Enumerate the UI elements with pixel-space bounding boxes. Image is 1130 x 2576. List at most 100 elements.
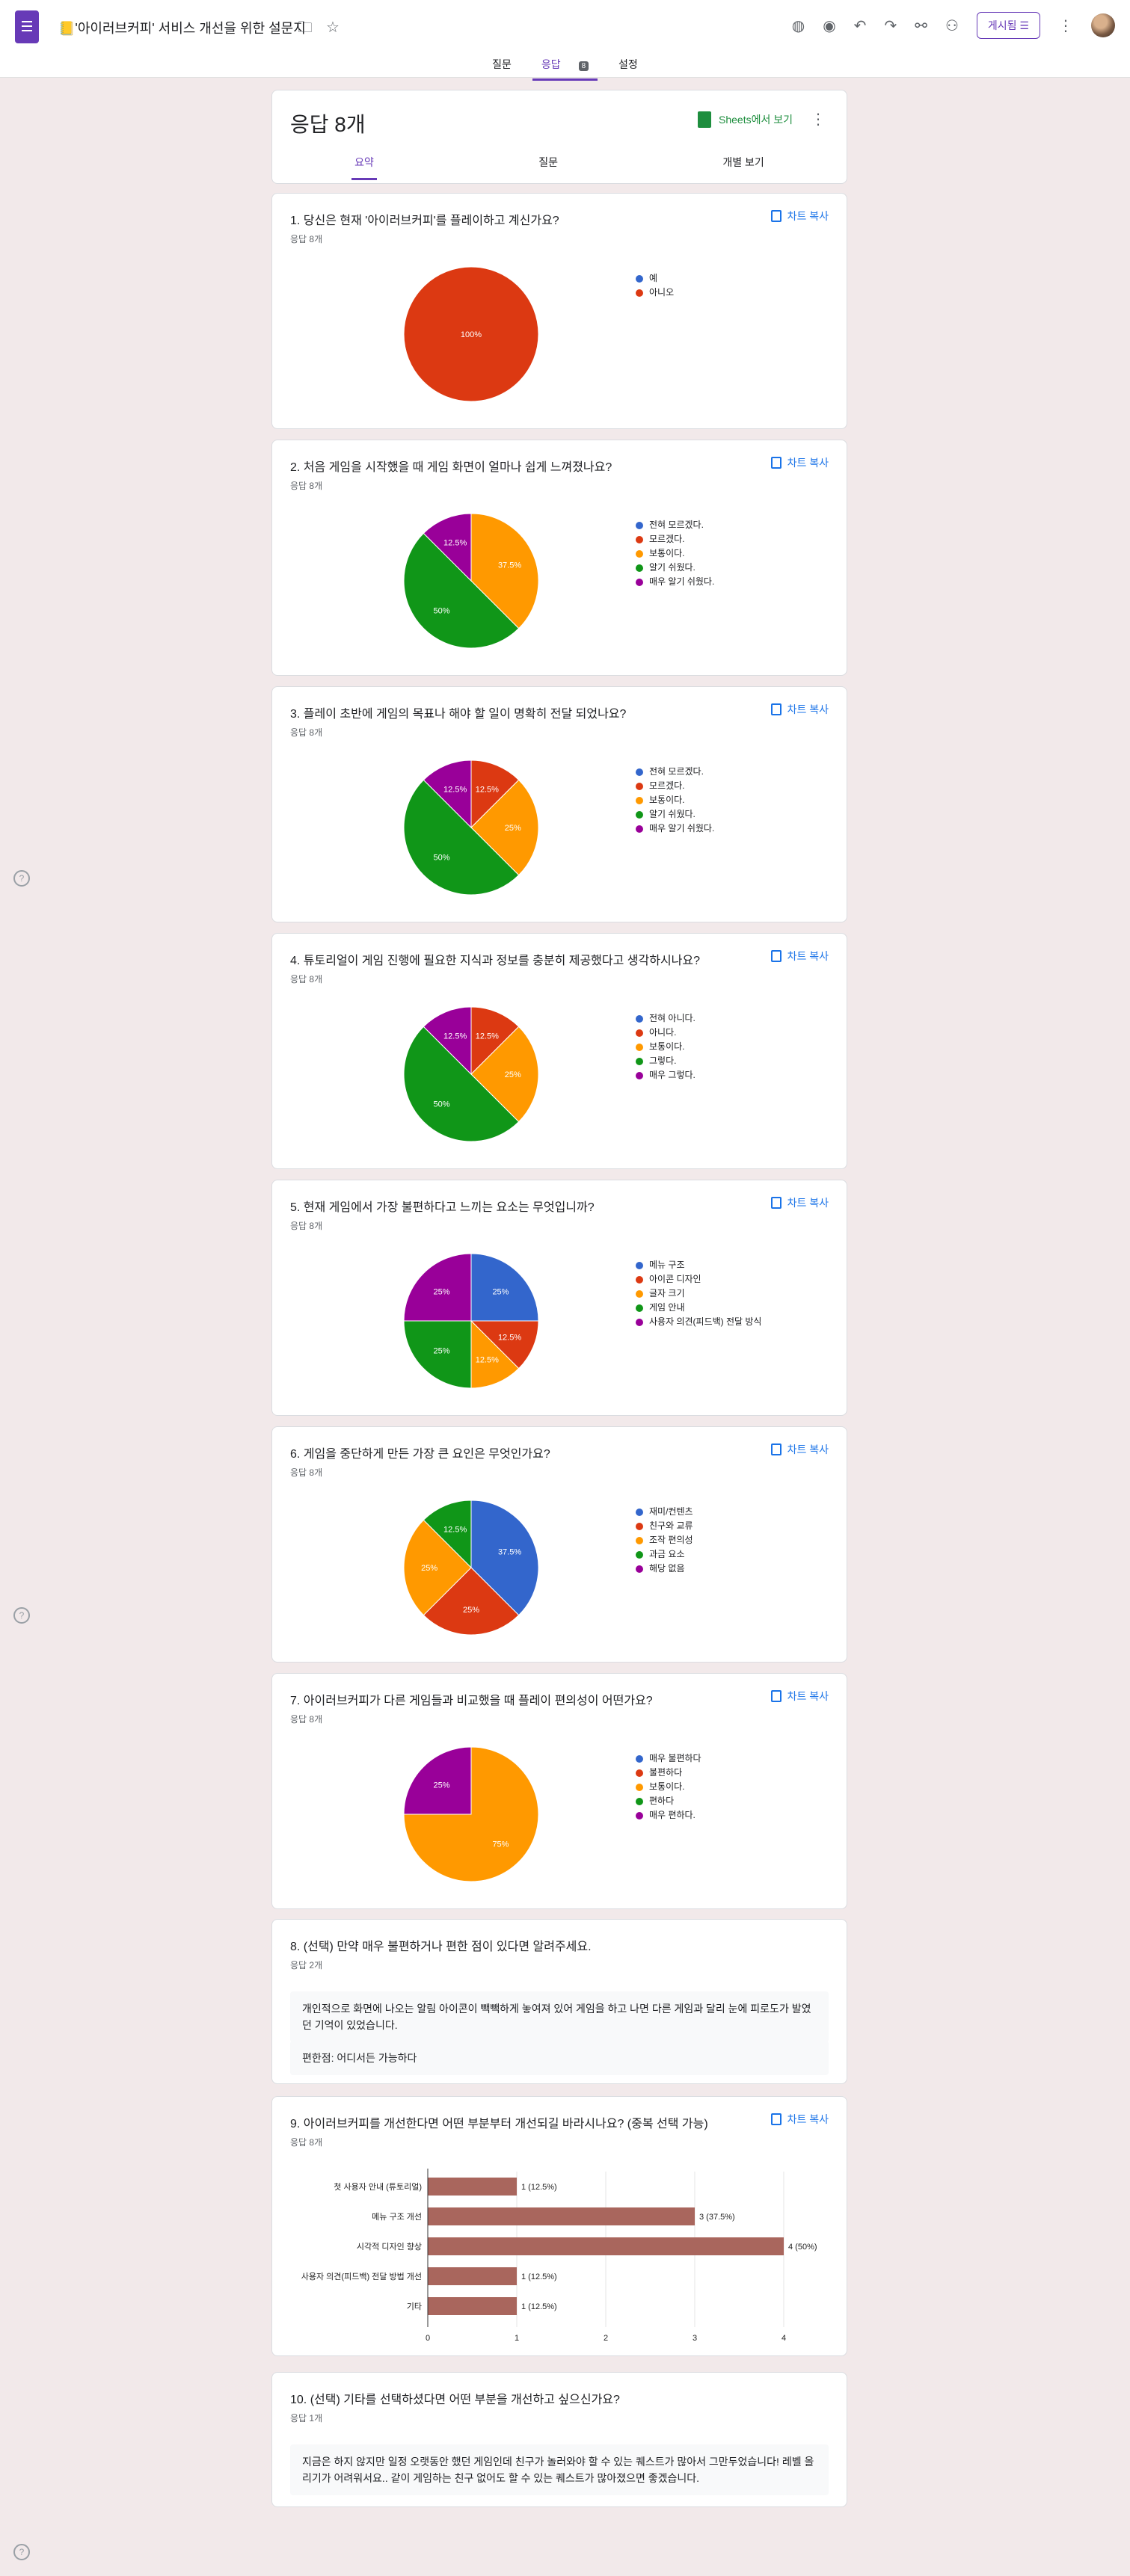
tab-individual[interactable]: 개별 보기 bbox=[722, 156, 764, 168]
copy-chart-label: 차트 복사 bbox=[787, 1690, 829, 1702]
legend-dot-icon bbox=[636, 1014, 643, 1023]
star-icon[interactable]: ☆ bbox=[326, 19, 340, 36]
bar-data-label: 1 (12.5%) bbox=[521, 2273, 557, 2281]
pie-slice[interactable] bbox=[423, 1006, 472, 1076]
legend-label: 과금 요소 bbox=[649, 1549, 685, 1559]
pie-slice[interactable] bbox=[403, 1519, 472, 1616]
view-in-sheets-link[interactable]: Sheets에서 보기 bbox=[698, 111, 793, 128]
publish-button[interactable]: 게시됨 ☰ bbox=[976, 12, 1040, 39]
copy-chart-button[interactable]: 차트 복사 bbox=[770, 949, 829, 964]
copy-chart-label: 차트 복사 bbox=[787, 1443, 829, 1455]
pie-slice[interactable] bbox=[470, 759, 520, 829]
pie-slice[interactable] bbox=[470, 1026, 539, 1123]
tab-summary[interactable]: 요약 bbox=[351, 156, 377, 180]
pie-slice[interactable] bbox=[423, 513, 472, 582]
bar[interactable] bbox=[428, 2237, 784, 2255]
pie-slice[interactable] bbox=[470, 1500, 539, 1616]
response-count: 응답 1개 bbox=[290, 2413, 323, 2424]
chart-legend: 예 아니오 bbox=[636, 271, 674, 300]
pie-slice[interactable] bbox=[403, 1253, 472, 1322]
bar[interactable] bbox=[428, 2297, 517, 2315]
more-options-icon[interactable]: ⋮ bbox=[811, 111, 826, 128]
pie-slice[interactable] bbox=[403, 1320, 472, 1389]
legend-dot-icon bbox=[636, 549, 643, 558]
document-title[interactable]: 📒'아이러브커피' 서비스 개선을 위한 설문지 bbox=[58, 21, 306, 36]
tab-responses-label: 응답 bbox=[541, 58, 561, 70]
legend-item: 친구와 교류 bbox=[636, 1519, 693, 1533]
pie-slice[interactable] bbox=[470, 1253, 539, 1322]
avatar[interactable] bbox=[1091, 13, 1115, 37]
bar[interactable] bbox=[428, 2178, 517, 2196]
legend-item: 재미/컨텐츠 bbox=[636, 1505, 693, 1519]
question-title: 9. 아이러브커피를 개선한다면 어떤 부분부터 개선되길 바라시나요? (중복… bbox=[290, 2118, 708, 2130]
question-title: 3. 플레이 초반에 게임의 목표나 해야 할 일이 명확히 전달 되었나요? bbox=[290, 708, 627, 721]
y-category-label: 기타 bbox=[407, 2302, 422, 2311]
legend-dot-icon bbox=[636, 1289, 643, 1298]
responses-summary-card: 응답 8개 Sheets에서 보기 ⋮ 요약 질문 개별 보기 bbox=[271, 90, 847, 184]
pie-slice[interactable] bbox=[423, 1567, 520, 1636]
redo-icon[interactable]: ↷ bbox=[884, 17, 897, 34]
legend-label: 매우 알기 쉬웠다. bbox=[649, 576, 715, 587]
more-vert-icon[interactable]: ⋮ bbox=[1058, 17, 1073, 34]
pie-slice[interactable] bbox=[403, 266, 539, 402]
bar-data-label: 4 (50%) bbox=[788, 2243, 817, 2252]
legend-item: 매우 그렇다. bbox=[636, 1068, 695, 1082]
bar-chart: 0 1 2 3 4 첫 사용자 안내 (튜토리얼) 1 (12.5%) 메뉴 구조 개선 3 (… bbox=[301, 2169, 817, 2343]
pie-slice[interactable] bbox=[470, 1006, 520, 1076]
folder-icon[interactable]: 🗀 bbox=[298, 19, 313, 36]
tab-responses[interactable]: 응답 8 bbox=[532, 57, 598, 81]
pie-slice-label: 100% bbox=[461, 330, 482, 339]
legend-dot-icon bbox=[636, 1536, 643, 1544]
pie-slice-label: 37.5% bbox=[498, 561, 521, 570]
copy-chart-button[interactable]: 차트 복사 bbox=[770, 209, 829, 224]
legend-label: 친구와 교류 bbox=[649, 1520, 693, 1531]
copy-icon bbox=[770, 950, 782, 962]
link-icon[interactable]: ⚯ bbox=[915, 17, 927, 34]
text-answer: 편한점: 어디서든 가능하다 bbox=[290, 2041, 829, 2075]
help-icon[interactable]: ? bbox=[13, 870, 30, 887]
legend-label: 전혀 아니다. bbox=[649, 1013, 695, 1023]
legend-dot-icon bbox=[636, 564, 643, 572]
legend-dot-icon bbox=[636, 1057, 643, 1065]
copy-chart-button[interactable]: 차트 복사 bbox=[770, 2112, 829, 2127]
legend-label: 보통이다. bbox=[649, 548, 685, 558]
copy-chart-button[interactable]: 차트 복사 bbox=[770, 1195, 829, 1210]
pie-slice[interactable] bbox=[470, 1319, 520, 1389]
legend-label: 모르겠다. bbox=[649, 534, 685, 544]
tab-settings[interactable]: 설정 bbox=[618, 58, 638, 70]
pie-slice[interactable] bbox=[470, 779, 539, 876]
pie-chart: 100% bbox=[403, 266, 539, 402]
copy-chart-button[interactable]: 차트 복사 bbox=[770, 1442, 829, 1457]
copy-chart-button[interactable]: 차트 복사 bbox=[770, 702, 829, 717]
tab-questions[interactable]: 질문 bbox=[492, 58, 512, 70]
pie-slice[interactable] bbox=[423, 1500, 472, 1569]
copy-chart-button[interactable]: 차트 복사 bbox=[770, 1689, 829, 1704]
add-collaborator-icon[interactable]: ⚇ bbox=[945, 17, 959, 34]
legend-item: 모르겠다. bbox=[636, 779, 714, 793]
response-count: 응답 8개 bbox=[290, 1221, 323, 1231]
legend-dot-icon bbox=[636, 1304, 643, 1312]
pie-slice[interactable] bbox=[403, 1026, 520, 1142]
legend-item: 매우 편하다. bbox=[636, 1808, 701, 1822]
copy-chart-button[interactable]: 차트 복사 bbox=[770, 455, 829, 470]
pie-slice[interactable] bbox=[403, 1746, 472, 1815]
palette-icon[interactable]: ◍ bbox=[791, 17, 805, 34]
pie-slice-label: 50% bbox=[434, 606, 450, 615]
bar[interactable] bbox=[428, 2207, 695, 2225]
pie-slice[interactable] bbox=[423, 759, 472, 829]
undo-icon[interactable]: ↶ bbox=[853, 17, 867, 34]
pie-slice[interactable] bbox=[470, 513, 539, 629]
pie-slice[interactable] bbox=[470, 1320, 539, 1369]
tab-question[interactable]: 질문 bbox=[538, 156, 559, 168]
forms-logo-icon[interactable] bbox=[15, 10, 39, 43]
pie-slice-label: 12.5% bbox=[476, 1032, 499, 1041]
legend-label: 아니다. bbox=[649, 1027, 677, 1038]
pie-slice[interactable] bbox=[403, 532, 520, 649]
preview-eye-icon[interactable]: ◉ bbox=[823, 17, 836, 34]
help-icon[interactable]: ? bbox=[13, 1607, 30, 1624]
bar[interactable] bbox=[428, 2267, 517, 2285]
legend-dot-icon bbox=[636, 1522, 643, 1530]
copy-chart-label: 차트 복사 bbox=[787, 2113, 829, 2125]
help-icon[interactable]: ? bbox=[13, 2544, 30, 2560]
pie-slice[interactable] bbox=[403, 779, 520, 896]
